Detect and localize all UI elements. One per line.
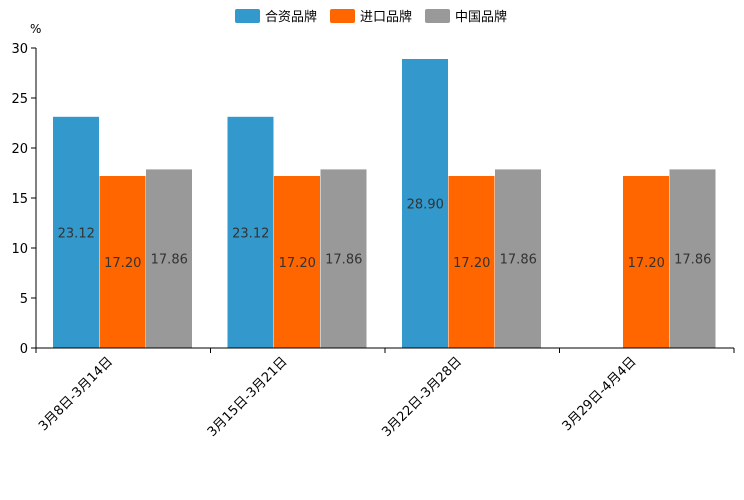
x-tick-label: 3月15日-3月21日 (205, 354, 291, 440)
legend-swatch (425, 9, 450, 23)
bar-value-label: 28.90 (407, 198, 444, 213)
bar-value-label: 23.12 (58, 226, 95, 241)
bar[interactable] (402, 59, 448, 348)
bar-value-label: 17.86 (500, 253, 537, 268)
bar[interactable] (146, 169, 192, 348)
y-tick-label: 15 (11, 192, 28, 207)
x-tick-label: 3月22日-3月28日 (379, 354, 465, 440)
data-labels: 23.12 17.20 17.86 23.12 17.20 17.86 28.90 17.20… (58, 198, 712, 272)
y-tick-label: 30 (11, 42, 28, 57)
bar-value-label: 23.12 (232, 226, 269, 241)
bar[interactable] (274, 176, 320, 348)
x-tick-label: 3月29日-4月4日 (560, 354, 640, 434)
bar-value-label: 17.20 (628, 256, 665, 271)
y-tick-label: 25 (11, 92, 28, 107)
y-tick-label: 0 (20, 342, 28, 357)
bar-value-label: 17.20 (279, 256, 316, 271)
bars (53, 59, 716, 348)
bar[interactable] (227, 116, 274, 348)
bar[interactable] (448, 176, 495, 348)
bar[interactable] (623, 176, 669, 348)
bar[interactable] (669, 169, 716, 348)
bar-value-label: 17.86 (151, 253, 188, 268)
legend-label: 中国品牌 (455, 9, 507, 25)
legend-label: 进口品牌 (360, 9, 412, 25)
bar-value-label: 17.86 (674, 253, 711, 268)
bar-value-label: 17.86 (325, 253, 362, 268)
legend-item[interactable]: 进口品牌 (330, 9, 412, 25)
bar[interactable] (320, 169, 367, 348)
x-tick-label: 3月8日-3月14日 (36, 354, 116, 434)
y-tick-label: 10 (11, 242, 28, 257)
legend-swatch (330, 9, 355, 23)
x-axis: 3月8日-3月14日 3月15日-3月21日 3月22日-3月28日 3月29日-4月… (35, 347, 735, 440)
bar-value-label: 17.20 (104, 256, 141, 271)
legend: 合资品牌 进口品牌 中国品牌 (235, 9, 507, 25)
legend-item[interactable]: 中国品牌 (425, 9, 507, 25)
bar[interactable] (495, 169, 541, 348)
legend-swatch (235, 9, 260, 23)
bar[interactable] (53, 116, 99, 348)
y-tick-label: 5 (20, 292, 28, 307)
legend-item[interactable]: 合资品牌 (235, 9, 317, 25)
y-axis-unit-label: % (30, 22, 41, 36)
bar[interactable] (99, 176, 146, 348)
y-axis: 0 5 10 15 20 25 30 (11, 42, 37, 357)
bar-value-label: 17.20 (453, 256, 490, 271)
y-tick-label: 20 (11, 142, 28, 157)
legend-label: 合资品牌 (265, 9, 317, 25)
